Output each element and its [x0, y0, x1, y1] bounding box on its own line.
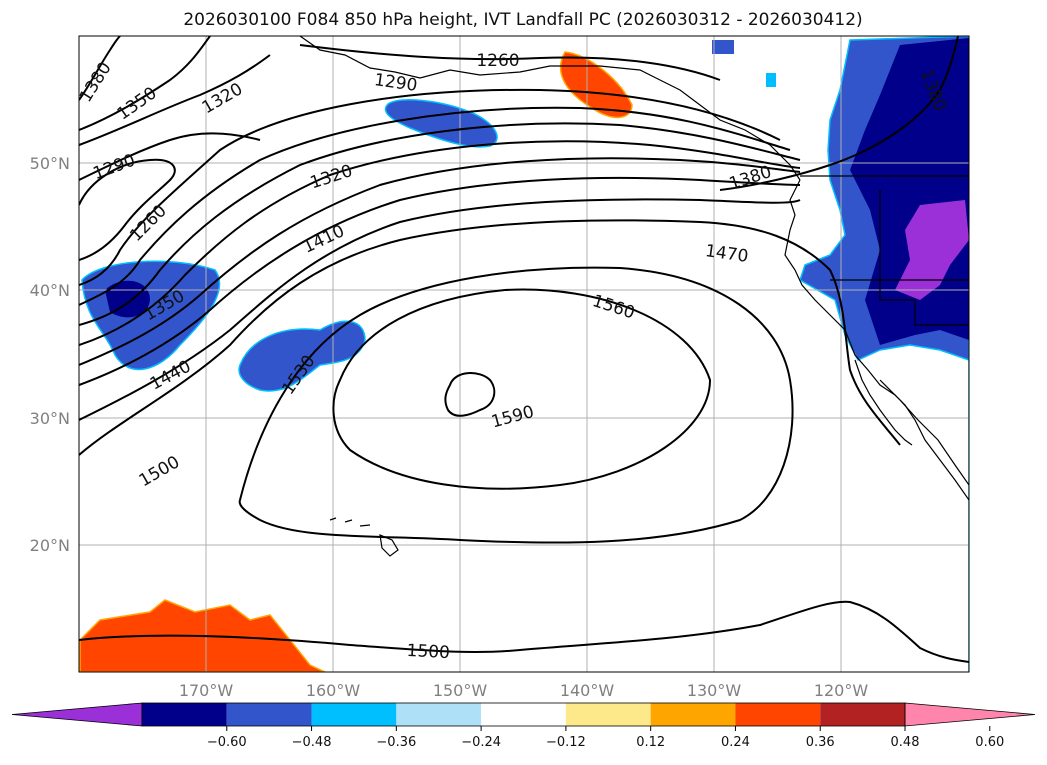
lon-label: 150°W [433, 681, 488, 700]
colorbar-box [226, 703, 312, 726]
shade-coast-purple [895, 200, 969, 300]
contour-1530 [238, 266, 794, 544]
colorbar-tick-label: 0.12 [636, 735, 665, 750]
colorbar-extend-high [904, 702, 1036, 727]
border-2 [879, 190, 969, 326]
lon-label: 130°W [687, 681, 742, 700]
height-contours [79, 36, 969, 663]
colorbar-tick-label: 0.24 [721, 735, 750, 750]
coast-north-america [784, 179, 969, 501]
contour-1320-west [79, 54, 271, 146]
lat-label: 20°N [30, 536, 70, 555]
colorbar-box [650, 703, 736, 726]
colorbar: −0.60 −0.48 −0.36 −0.24 −0.12 0.12 0.24 0.36 0.4… [11, 702, 1036, 750]
lon-label: 160°W [306, 681, 361, 700]
chart-title: 2026030100 F084 850 hPa height, IVT Land… [183, 10, 862, 30]
contour-1350-west [79, 36, 211, 131]
lon-label: 120°W [814, 681, 869, 700]
contour-1290-west [79, 132, 261, 181]
shade-small-patch-2 [766, 73, 776, 87]
coast-alaska [299, 36, 801, 181]
contour-1470 [79, 198, 801, 421]
colorbar-box [142, 703, 227, 726]
colorbar-tick-label: −0.60 [207, 735, 247, 750]
shade-alaska-orange [559, 51, 633, 119]
contour-1380-east [719, 36, 959, 191]
colorbar-box [481, 703, 566, 726]
lon-label: 140°W [560, 681, 615, 700]
colorbar-tick-label: 0.36 [806, 735, 835, 750]
colorbar-tick-label: −0.12 [546, 735, 586, 750]
contour-label: 1500 [406, 641, 450, 663]
colorbar-tick-label: −0.24 [461, 735, 501, 750]
contour-1350 [79, 122, 801, 326]
colorbar-tick-label: −0.48 [292, 735, 332, 750]
contour-1590 [444, 372, 496, 417]
contour-1560 [332, 288, 712, 490]
map-panel: 1380 1350 1320 1290 1290 1260 1260 1320 … [78, 35, 970, 673]
lon-label: 170°W [179, 681, 234, 700]
ivt-shading [79, 36, 969, 672]
contour-1320 [79, 106, 791, 306]
lat-label: 40°N [30, 281, 70, 300]
coast-mainland [879, 379, 969, 486]
lat-label: 30°N [30, 409, 70, 428]
colorbar-extend-low [11, 702, 143, 727]
latitude-labels: 50°N 40°N 30°N 20°N [30, 154, 70, 555]
contour-1380-west [79, 36, 121, 101]
contour-1290-mid [79, 88, 781, 286]
contour-1440 [79, 176, 801, 386]
hawaii [329, 517, 399, 557]
contour-1260-west [79, 158, 176, 261]
contour-1380-a [79, 140, 801, 346]
colorbar-tick-label: −0.36 [376, 735, 416, 750]
lat-label: 50°N [30, 154, 70, 173]
contour-1500-south [79, 600, 969, 663]
contour-1500-north [79, 219, 901, 456]
contour-1410 [79, 157, 801, 366]
colorbar-box [820, 703, 905, 726]
contour-label: 1260 [476, 51, 519, 71]
contour-1260-north [299, 44, 721, 81]
colorbar-box [565, 703, 651, 726]
coast-baja [854, 359, 913, 446]
colorbar-tick-label: 0.48 [891, 735, 920, 750]
coastlines [299, 36, 969, 557]
shade-small-patch [712, 40, 734, 54]
colorbar-box [311, 703, 397, 726]
colorbar-frame [141, 702, 906, 727]
colorbar-box [396, 703, 482, 726]
colorbar-box [735, 703, 821, 726]
colorbar-tick-label: 0.60 [975, 735, 1004, 750]
longitude-labels: 170°W 160°W 150°W 140°W 130°W 120°W [179, 681, 869, 700]
gridlines [79, 36, 969, 672]
